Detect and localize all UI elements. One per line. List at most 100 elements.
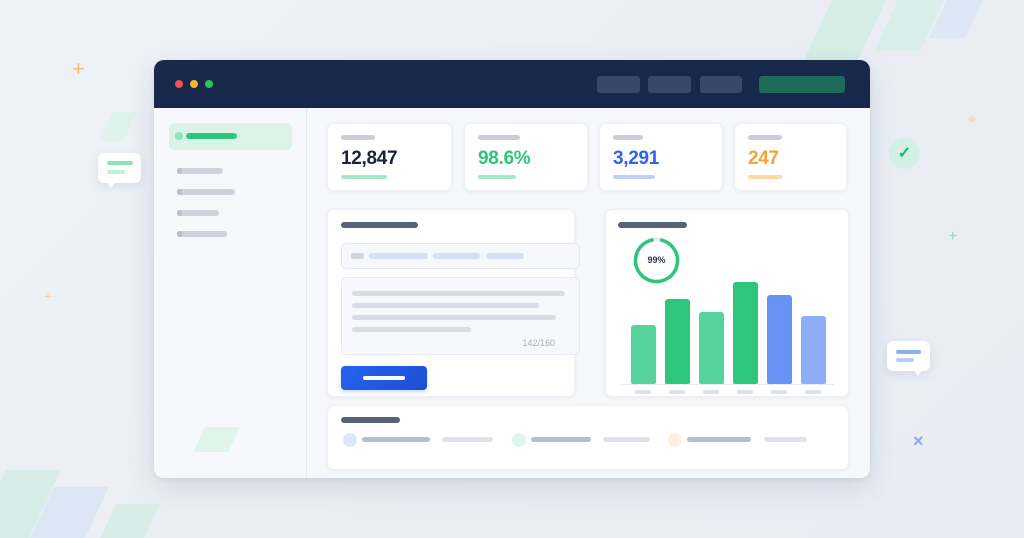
x-tick-label bbox=[771, 390, 787, 394]
plus-icon: + bbox=[72, 56, 85, 81]
progress-ring: 99% bbox=[633, 237, 680, 284]
activity-primary bbox=[531, 437, 591, 442]
plus-icon: + bbox=[948, 228, 958, 245]
activity-item[interactable] bbox=[341, 432, 501, 448]
chart-card: 99% bbox=[605, 209, 849, 397]
activity-primary bbox=[687, 437, 751, 442]
submit-button-label bbox=[363, 376, 405, 380]
sidebar-item-1[interactable] bbox=[177, 168, 223, 174]
text-line bbox=[352, 303, 539, 308]
progress-ring-label: 99% bbox=[647, 255, 666, 265]
activity-item[interactable] bbox=[666, 432, 816, 448]
decor-parallelogram bbox=[804, 0, 886, 60]
sidebar-item-active[interactable] bbox=[169, 123, 292, 150]
stat-card-users[interactable]: 3,291 bbox=[599, 123, 723, 191]
chart-bar-1[interactable] bbox=[631, 325, 656, 384]
activity-card bbox=[327, 405, 849, 470]
stat-underline bbox=[613, 175, 655, 179]
submit-button[interactable] bbox=[341, 366, 427, 390]
progress-ring-icon bbox=[633, 237, 680, 284]
sidebar-item-label bbox=[186, 133, 237, 139]
stat-card-total[interactable]: 12,847 bbox=[327, 123, 452, 191]
x-tick-label bbox=[635, 390, 651, 394]
activity-secondary bbox=[603, 437, 650, 442]
titlebar-button-2[interactable] bbox=[648, 76, 691, 93]
text-line bbox=[352, 327, 471, 332]
titlebar bbox=[154, 60, 870, 108]
app-window: 12,847 98.6% 3,291 247 bbox=[154, 60, 870, 478]
tag-chip[interactable] bbox=[433, 253, 480, 259]
stat-underline bbox=[748, 175, 782, 179]
decor-parallelogram bbox=[100, 504, 160, 538]
chart-bar-6[interactable] bbox=[801, 316, 826, 384]
form-title bbox=[341, 222, 418, 228]
chart-title bbox=[618, 222, 687, 228]
tag-chip[interactable] bbox=[369, 253, 428, 259]
check-badge-icon: ✓ bbox=[889, 138, 920, 169]
text-line bbox=[352, 315, 556, 320]
avatar-icon bbox=[668, 433, 682, 447]
stat-label bbox=[478, 135, 520, 140]
message-textarea[interactable]: 142/160 bbox=[341, 277, 580, 355]
titlebar-button-1[interactable] bbox=[597, 76, 640, 93]
x-tick-label bbox=[737, 390, 753, 394]
stat-value: 98.6% bbox=[478, 148, 531, 169]
active-indicator-icon bbox=[175, 132, 183, 140]
chat-bubble-icon bbox=[98, 153, 141, 188]
x-tick-label bbox=[669, 390, 685, 394]
text-line bbox=[352, 291, 565, 296]
bubble-tail bbox=[107, 182, 115, 188]
plus-icon: + bbox=[44, 288, 53, 304]
stat-value: 3,291 bbox=[613, 148, 660, 169]
stat-card-pending[interactable]: 247 bbox=[734, 123, 847, 191]
activity-primary bbox=[362, 437, 430, 442]
stat-label bbox=[341, 135, 375, 140]
bubble-line bbox=[896, 358, 914, 362]
avatar-icon bbox=[343, 433, 357, 447]
sidebar-item-2[interactable] bbox=[177, 189, 235, 195]
x-tick-label bbox=[703, 390, 719, 394]
chart-bar-2[interactable] bbox=[665, 299, 690, 384]
sidebar-item-4[interactable] bbox=[177, 231, 227, 237]
bubble-tail bbox=[914, 370, 922, 376]
stat-underline bbox=[341, 175, 387, 179]
character-counter: 142/160 bbox=[522, 338, 555, 348]
activity-title bbox=[341, 417, 400, 423]
bubble-line bbox=[896, 350, 921, 354]
tag-prefix-icon bbox=[351, 253, 364, 259]
decor-parallelogram bbox=[193, 427, 240, 452]
chart-bar-4[interactable] bbox=[733, 282, 758, 384]
bar-chart bbox=[620, 270, 834, 397]
x-tick-label bbox=[805, 390, 821, 394]
chart-baseline bbox=[620, 384, 834, 385]
stat-label bbox=[613, 135, 643, 140]
stat-underline bbox=[478, 175, 516, 179]
tag-chip[interactable] bbox=[486, 253, 524, 259]
activity-secondary bbox=[764, 437, 807, 442]
minimize-window-button[interactable] bbox=[190, 80, 198, 88]
decor-parallelogram bbox=[874, 0, 944, 51]
activity-item[interactable] bbox=[510, 432, 660, 448]
chart-bar-3[interactable] bbox=[699, 312, 724, 384]
avatar-icon bbox=[512, 433, 526, 447]
titlebar-button-3[interactable] bbox=[700, 76, 742, 93]
form-card: 142/160 bbox=[327, 209, 580, 397]
diamond-icon bbox=[967, 114, 977, 124]
stat-card-rate[interactable]: 98.6% bbox=[464, 123, 588, 191]
maximize-window-button[interactable] bbox=[205, 80, 213, 88]
check-icon: ✓ bbox=[897, 145, 912, 162]
tags-input[interactable] bbox=[341, 243, 580, 269]
stat-label bbox=[748, 135, 782, 140]
bubble-line bbox=[107, 170, 125, 174]
stat-value: 247 bbox=[748, 148, 779, 169]
close-icon: × bbox=[913, 431, 924, 451]
close-window-button[interactable] bbox=[175, 80, 183, 88]
decor-parallelogram bbox=[99, 112, 137, 141]
chat-bubble-icon bbox=[887, 341, 930, 376]
titlebar-primary-button[interactable] bbox=[759, 76, 845, 93]
stat-value: 12,847 bbox=[341, 148, 398, 169]
sidebar bbox=[154, 108, 307, 478]
chart-bar-5[interactable] bbox=[767, 295, 792, 384]
activity-secondary bbox=[442, 437, 493, 442]
sidebar-item-3[interactable] bbox=[177, 210, 219, 216]
